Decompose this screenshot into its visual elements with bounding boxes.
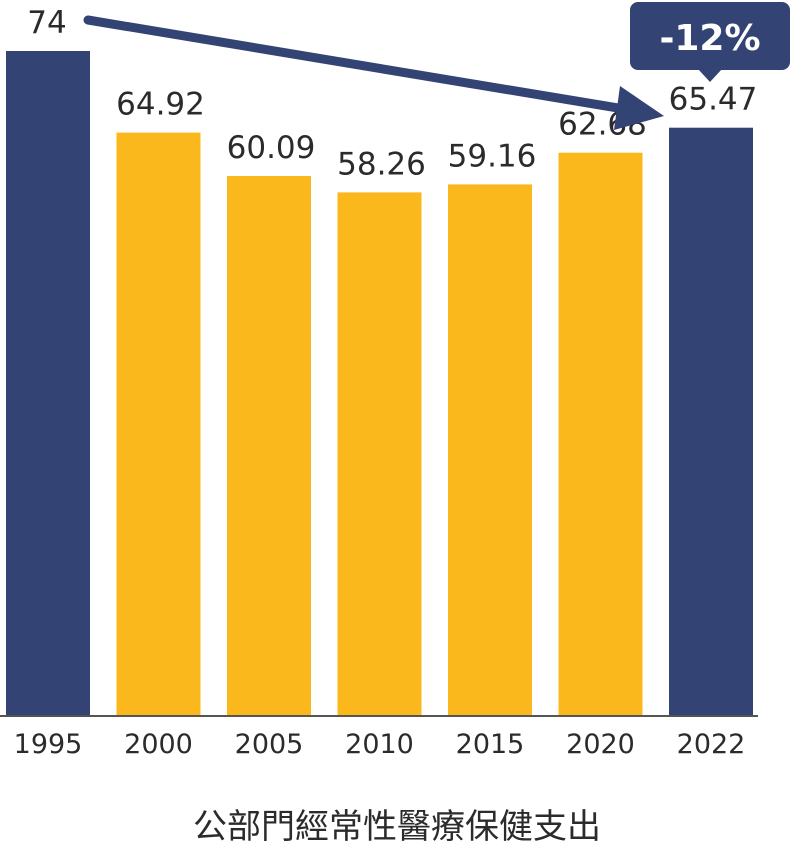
value-label-2022: 65.47	[669, 82, 758, 118]
tick-label-2015: 2015	[456, 729, 525, 760]
bar-2000	[116, 132, 201, 717]
value-label-2010: 58.26	[337, 146, 426, 182]
bar-2020	[558, 152, 643, 716]
bar-2010	[337, 192, 422, 716]
bar-1995	[6, 51, 90, 716]
change-callout-text: -12%	[659, 18, 760, 59]
tick-label-2022: 2022	[677, 729, 746, 760]
x-axis-title: 公部門經常性醫療保健支出	[193, 807, 601, 847]
tick-label-2000: 2000	[124, 729, 193, 760]
tick-label-2005: 2005	[235, 729, 304, 760]
bar-2015	[448, 184, 532, 716]
value-label-2015: 59.16	[448, 138, 537, 174]
value-label-2005: 60.09	[227, 130, 316, 166]
tick-labels-group: 1995 2000 2005 2010 2015 2020 2022	[14, 729, 746, 760]
trend-arrow	[83, 15, 664, 130]
bars-group	[6, 51, 753, 717]
bar-2005	[227, 176, 311, 716]
tick-label-2010: 2010	[345, 729, 414, 760]
value-label-2000: 64.92	[116, 87, 205, 123]
value-label-1995: 74	[27, 5, 66, 41]
tick-label-1995: 1995	[14, 729, 83, 760]
bar-2022	[669, 127, 753, 716]
change-callout: -12%	[630, 2, 790, 82]
tick-label-2020: 2020	[566, 729, 635, 760]
